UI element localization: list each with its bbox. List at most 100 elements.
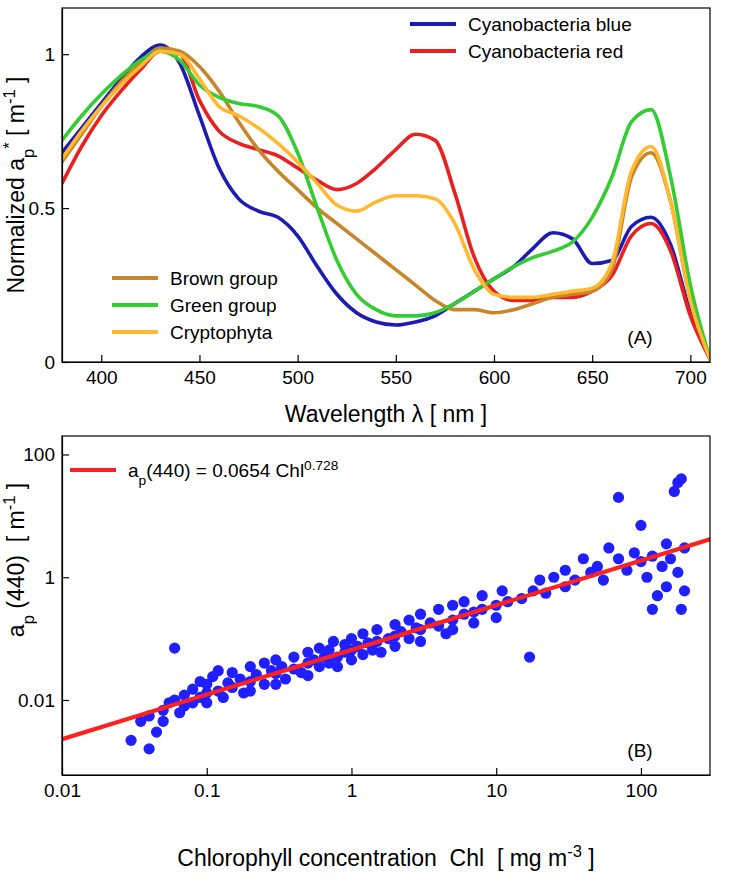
scatter-point bbox=[389, 641, 400, 652]
tick-mark bbox=[351, 768, 352, 775]
legend-label: Green group bbox=[170, 295, 277, 316]
tick: 550 bbox=[380, 355, 412, 388]
tick-label: 650 bbox=[577, 367, 609, 388]
tick-label: 600 bbox=[479, 367, 511, 388]
scatter-point bbox=[415, 636, 426, 647]
y-axis-title: ap (440) [ m-1 ] bbox=[0, 483, 38, 637]
scatter-point bbox=[652, 590, 663, 601]
scatter-point bbox=[641, 572, 652, 583]
text-part: Normalized a bbox=[3, 158, 29, 294]
scatter-point bbox=[524, 651, 535, 662]
scatter-point bbox=[302, 670, 313, 681]
scatter-point bbox=[458, 596, 469, 607]
tick-label: 500 bbox=[282, 367, 314, 388]
scatter-point bbox=[560, 565, 571, 576]
panel-label: (A) bbox=[627, 327, 652, 348]
scatter-point bbox=[679, 585, 690, 596]
tick: 650 bbox=[577, 355, 609, 388]
scatter-point bbox=[332, 661, 343, 672]
tick: 500 bbox=[282, 355, 314, 388]
text-part: [ m bbox=[3, 104, 29, 142]
tick-mark bbox=[496, 768, 497, 775]
axis-line bbox=[62, 437, 63, 776]
tick: 0.1 bbox=[194, 768, 220, 801]
tick: 1 bbox=[347, 768, 358, 801]
scatter-point bbox=[548, 572, 559, 583]
scatter-point bbox=[661, 538, 672, 549]
line-series bbox=[62, 51, 710, 359]
tick: 100 bbox=[626, 768, 658, 801]
scatter-point bbox=[578, 553, 589, 564]
scatter-point bbox=[661, 581, 672, 592]
scatter-point bbox=[151, 726, 162, 737]
legend-label: Brown group bbox=[170, 268, 278, 289]
scatter-point bbox=[676, 604, 687, 615]
tick: 0.5 bbox=[29, 198, 69, 219]
legend-swatch bbox=[410, 22, 456, 26]
scatter-point bbox=[598, 574, 609, 585]
text-part: -1 bbox=[0, 496, 19, 511]
text-part: p bbox=[19, 149, 38, 158]
tick-mark bbox=[62, 454, 69, 455]
x-axis: 0.010.1110100 bbox=[44, 768, 710, 801]
tick: 700 bbox=[675, 355, 707, 388]
legend-label: Cyanobacteria red bbox=[468, 41, 623, 62]
tick: 400 bbox=[86, 355, 118, 388]
tick-mark bbox=[396, 355, 397, 362]
legend-item: Cryptophyta bbox=[112, 322, 273, 343]
text-part: Chlorophyll concentration Chl [ mg m bbox=[177, 845, 567, 871]
x-axis: 400 450 500 550 600 650 700 bbox=[63, 355, 711, 388]
tick-label: 0.5 bbox=[29, 198, 55, 219]
text-part: p bbox=[19, 615, 38, 624]
legend-item: Cyanobacteria blue bbox=[410, 14, 632, 35]
tick-mark bbox=[592, 355, 593, 362]
text-part: (440) [ m bbox=[3, 510, 29, 615]
tick-label: 1 bbox=[44, 567, 55, 588]
legend-swatch bbox=[112, 330, 158, 334]
y-axis-title: Normalized ap* [ m-1 ] bbox=[0, 77, 38, 294]
plot-area bbox=[62, 473, 710, 754]
tick-label: 10 bbox=[486, 780, 507, 801]
scatter-point bbox=[491, 612, 502, 623]
tick-mark bbox=[641, 768, 642, 775]
scatter-point bbox=[213, 665, 224, 676]
axis-line bbox=[63, 775, 711, 776]
text-part: (440) = 0.0654 Chl bbox=[146, 460, 304, 481]
plot-frame bbox=[62, 436, 710, 775]
scatter-point bbox=[158, 716, 169, 727]
tick: 600 bbox=[479, 355, 511, 388]
tick-label: 1 bbox=[347, 780, 358, 801]
scatter-point bbox=[447, 600, 458, 611]
tick-mark bbox=[298, 355, 299, 362]
text-part: ] bbox=[3, 483, 29, 496]
tick-label: 0 bbox=[44, 352, 55, 373]
scatter-point bbox=[592, 561, 603, 572]
scatter-point bbox=[647, 604, 658, 615]
legend-item: Green group bbox=[112, 295, 277, 316]
text-part: ] bbox=[582, 845, 595, 871]
legend-item: Brown group bbox=[112, 268, 278, 289]
scatter-point bbox=[218, 692, 229, 703]
text-part: -3 bbox=[567, 842, 582, 861]
tick-mark bbox=[62, 700, 69, 701]
legend-label: ap(440) = 0.0654 Chl0.728 bbox=[128, 458, 339, 488]
legend-swatch bbox=[112, 303, 158, 307]
tick-mark bbox=[62, 577, 69, 578]
scatter-point bbox=[497, 585, 508, 596]
tick: 450 bbox=[184, 355, 216, 388]
scatter-point bbox=[447, 624, 458, 635]
scatter-point bbox=[603, 542, 614, 553]
tick-mark bbox=[101, 355, 102, 362]
tick-label: 1 bbox=[44, 44, 55, 65]
x-axis-title: Chlorophyll concentration Chl [ mg m-3 ] bbox=[177, 842, 594, 872]
panel: 0.010.11101000.011100Chlorophyll concent… bbox=[0, 436, 711, 871]
scatter-point bbox=[270, 679, 281, 690]
tick-label: 0.1 bbox=[194, 780, 220, 801]
axis-line bbox=[62, 9, 63, 363]
scatter-point bbox=[433, 604, 444, 615]
tick-label: 400 bbox=[86, 367, 118, 388]
scatter-point bbox=[169, 643, 180, 654]
scatter-point bbox=[259, 679, 270, 690]
text-part: a bbox=[128, 460, 139, 481]
plot-area bbox=[62, 45, 710, 359]
